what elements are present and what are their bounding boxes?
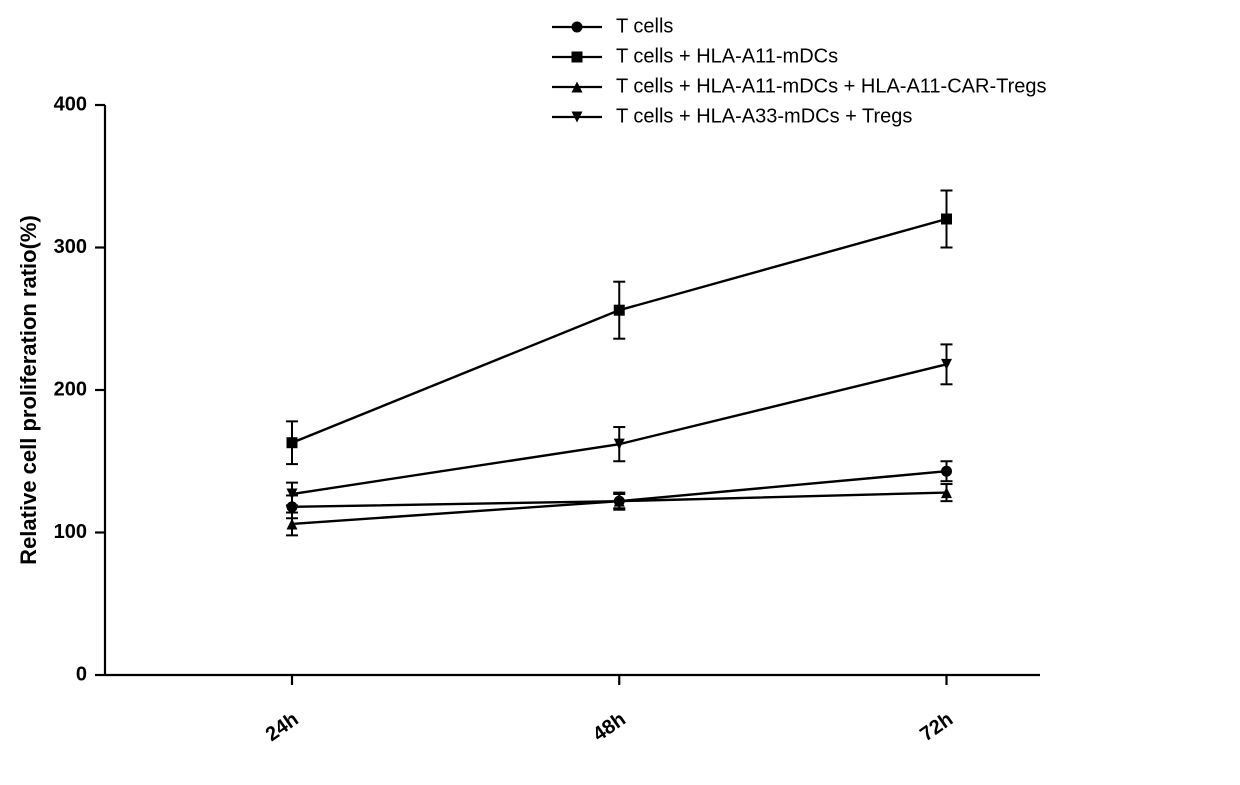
legend-label: T cells + HLA-A11-mDCs + HLA-A11-CAR-Tre… (616, 75, 1046, 97)
legend-label: T cells (616, 15, 673, 37)
proliferation-chart: 0 100 200 300 400 Relative cell proliferation… (0, 0, 1240, 785)
y-axis-label: Relative cell proliferation ratio(%) (16, 215, 41, 565)
y-tick-label: 400 (54, 93, 87, 115)
chart-svg: 0 100 200 300 400 Relative cell proliferation… (0, 0, 1240, 785)
legend-label: T cells + HLA-A11-mDCs (616, 45, 838, 67)
y-tick-label: 200 (54, 378, 87, 400)
y-tick-label: 300 (54, 236, 87, 258)
y-tick-label: 100 (54, 521, 87, 543)
legend-label: T cells + HLA-A33-mDCs + Tregs (616, 105, 912, 127)
y-tick-label: 0 (76, 663, 87, 685)
